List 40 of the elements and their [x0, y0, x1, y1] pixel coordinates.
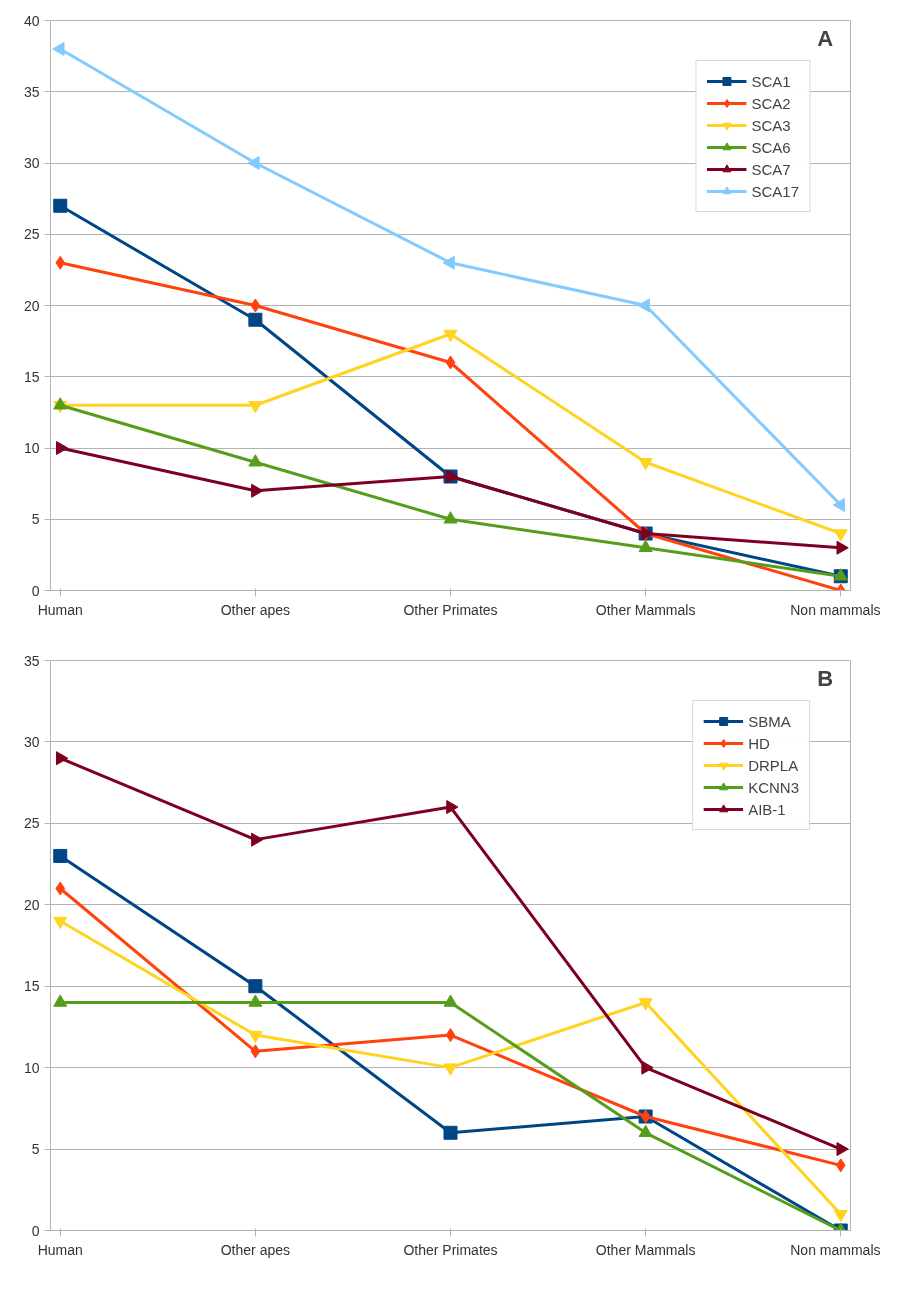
x-tick-label: Other Mammals — [595, 601, 696, 618]
x-tick-label: Non mammals — [790, 601, 881, 618]
legend-label: SCA2 — [751, 94, 791, 112]
x-tick-label: Other apes — [220, 1241, 291, 1258]
legend-label: SCA17 — [751, 182, 799, 200]
legend-label: SCA7 — [751, 160, 791, 178]
annotation: A — [817, 25, 834, 51]
x-tick-label: Human — [37, 601, 83, 618]
legend-label: AIB-1 — [748, 800, 786, 818]
x-tick-label: Other Primates — [403, 601, 498, 618]
x-tick-label: Human — [37, 1241, 83, 1258]
y-tick-label: 40 — [23, 12, 40, 29]
y-tick-label: 25 — [23, 815, 40, 832]
y-tick-label: 0 — [31, 582, 40, 599]
y-tick-label: 30 — [23, 733, 40, 750]
legend-label: KCNN3 — [748, 778, 799, 796]
y-tick-label: 30 — [23, 155, 40, 171]
y-tick-label: 35 — [23, 652, 40, 669]
legend-label: HD — [748, 734, 770, 752]
y-tick-label: 35 — [23, 83, 40, 100]
x-tick-label: Other Primates — [403, 1241, 498, 1258]
y-tick-label: 25 — [23, 226, 40, 243]
legend-label: SBMA — [748, 712, 791, 730]
legend-label: DRPLA — [748, 756, 799, 774]
annotation: B — [817, 665, 834, 691]
legend-label: SCA6 — [751, 138, 791, 156]
x-tick-label: Other Mammals — [595, 1241, 696, 1258]
y-tick-label: 10 — [23, 1059, 40, 1076]
y-tick-label: 20 — [23, 896, 40, 913]
y-tick-label: 20 — [23, 297, 40, 314]
y-tick-label: 10 — [23, 440, 40, 456]
y-tick-label: 0 — [31, 1222, 40, 1239]
y-tick-label: 5 — [31, 511, 40, 528]
y-tick-label: 15 — [23, 368, 40, 385]
y-tick-label: 15 — [23, 978, 40, 995]
y-tick-label: 5 — [31, 1141, 40, 1158]
legend-label: SCA3 — [751, 116, 791, 134]
x-tick-label: Non mammals — [790, 1241, 881, 1258]
legend-label: SCA1 — [751, 72, 791, 90]
x-tick-label: Other apes — [220, 601, 291, 618]
